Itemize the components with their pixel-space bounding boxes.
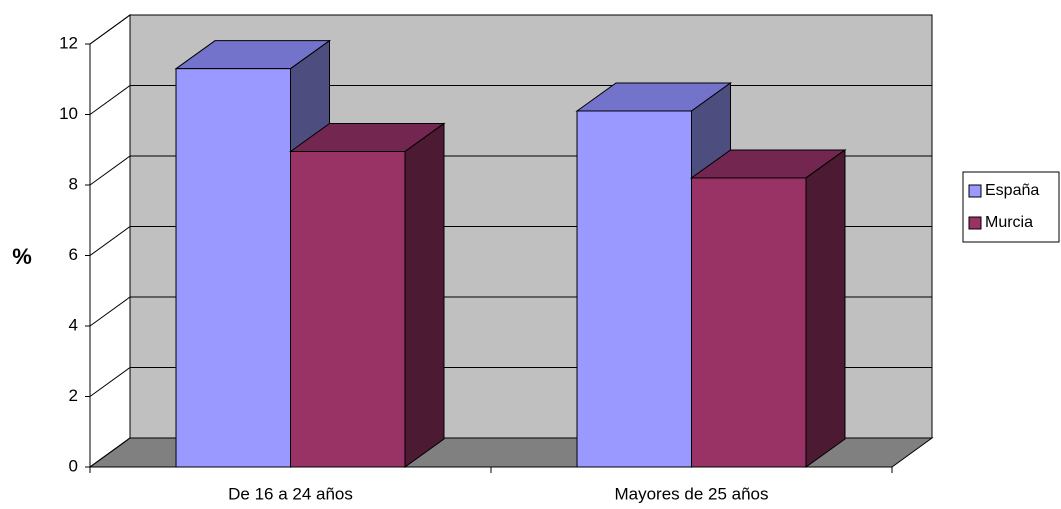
legend-label: Murcia [985,214,1033,231]
y-axis-label: % [12,244,32,269]
grid-line [89,367,131,397]
bar [290,151,406,468]
legend-box [962,171,1060,243]
bar [691,177,807,468]
grid-line [89,437,131,468]
legend-swatch [968,184,982,198]
y-tick-label: 0 [69,456,78,475]
y-tick-label: 6 [69,245,78,264]
legend-label: España [985,182,1039,199]
legend-swatch [968,216,982,230]
y-tick-label: 12 [59,33,78,52]
bar-side [805,148,846,468]
grid-line [89,296,131,327]
y-tick-label: 2 [69,386,78,405]
y-tick-label: 4 [69,315,78,334]
grid-line [89,85,131,115]
bar [175,68,291,468]
bar [576,110,693,468]
bar-side [404,122,445,468]
x-tick-label: De 16 a 24 años [228,484,353,503]
grid-line [89,14,131,45]
y-tick-label: 8 [69,174,78,193]
grid-line [89,155,131,186]
y-tick-label: 10 [59,104,78,123]
grid-line [89,226,131,256]
x-tick-label: Mayores de 25 años [614,484,768,503]
